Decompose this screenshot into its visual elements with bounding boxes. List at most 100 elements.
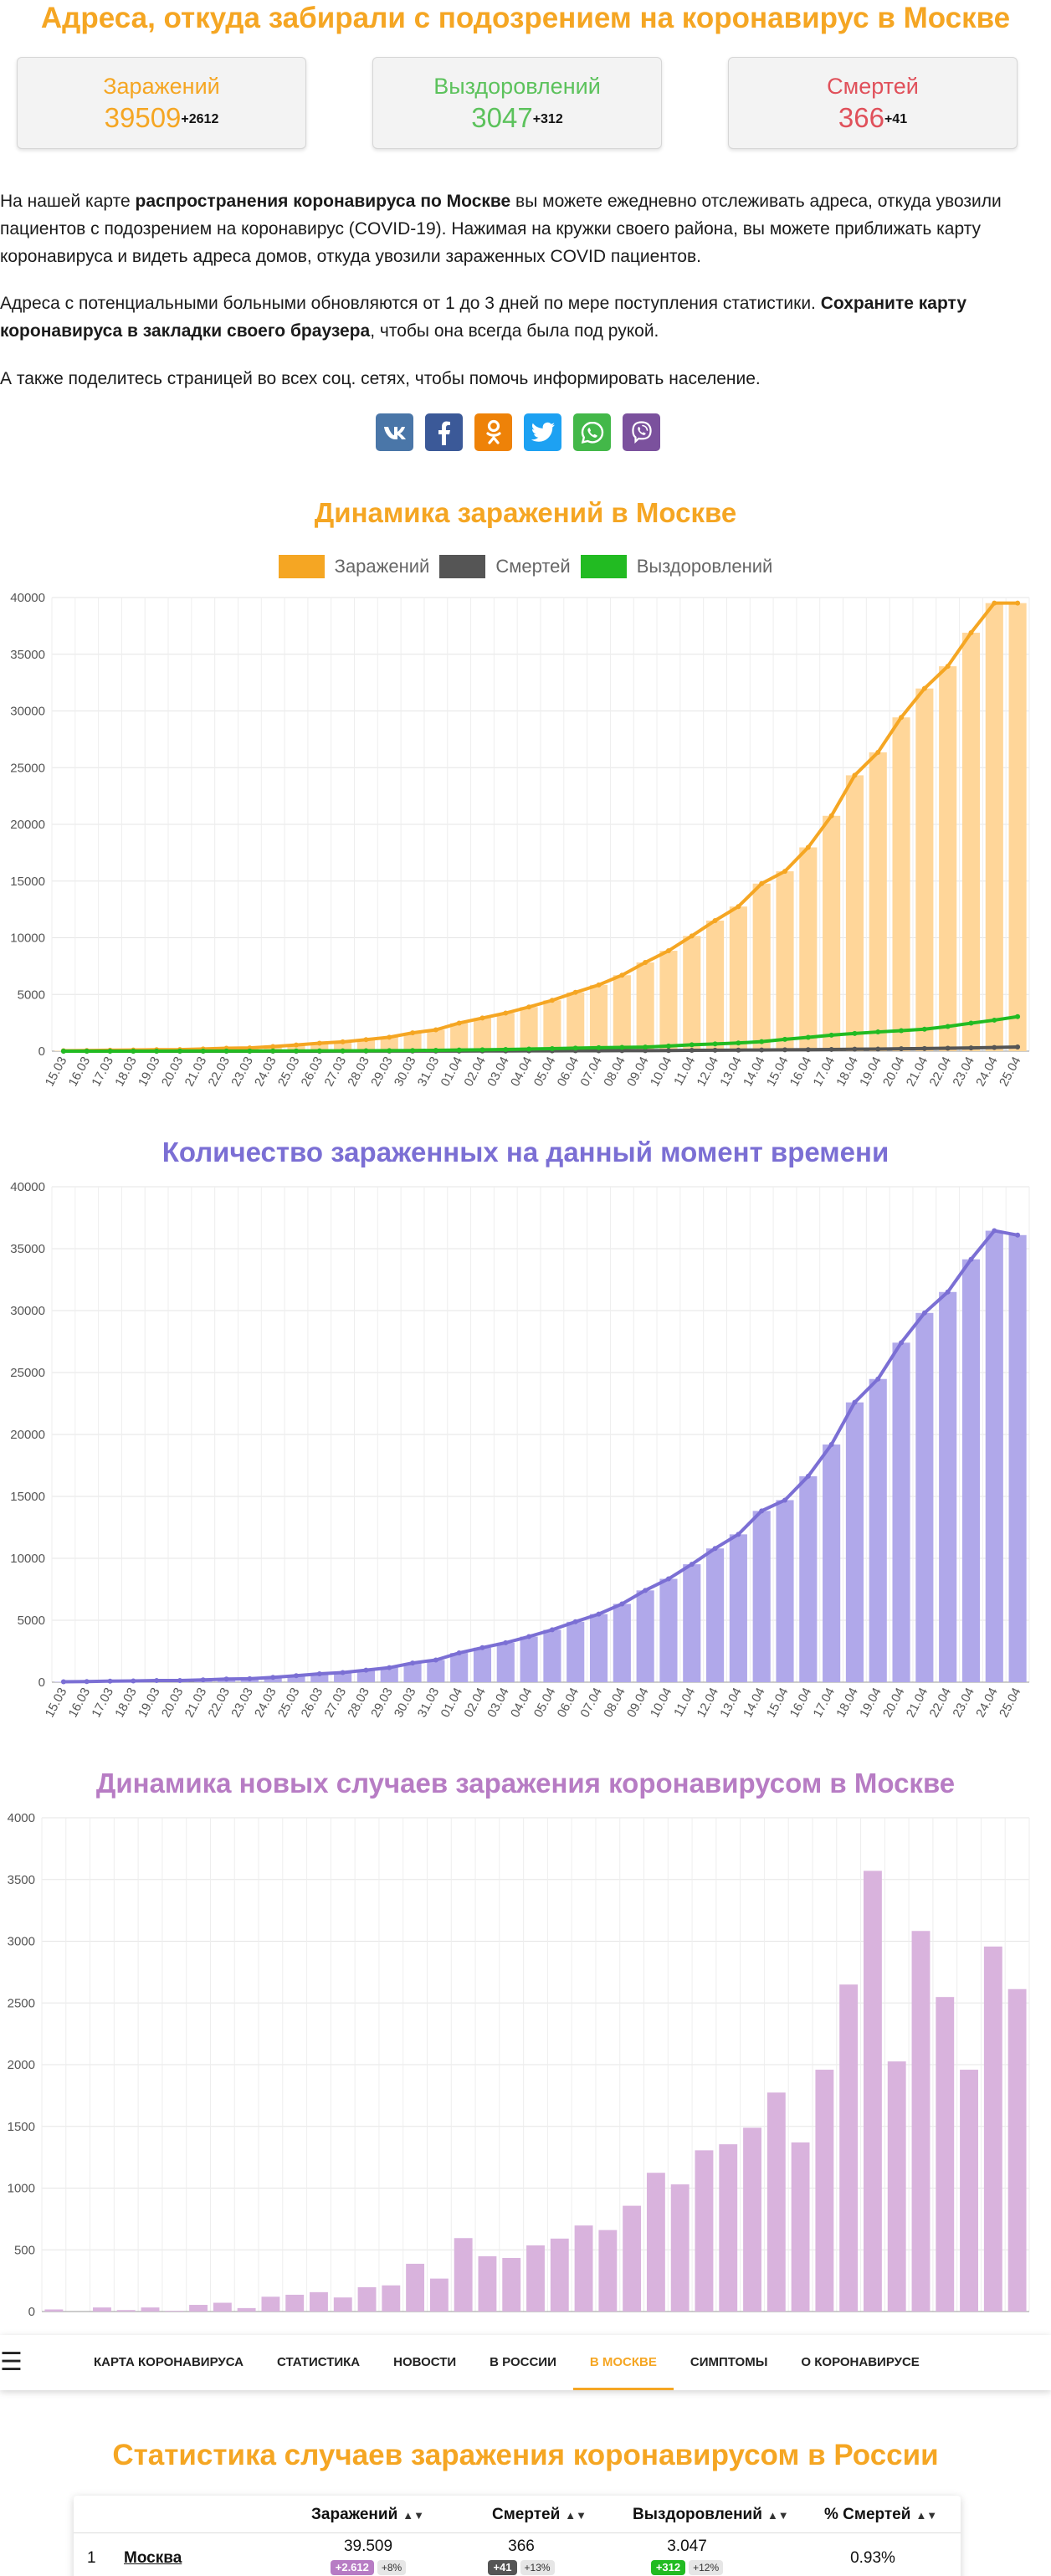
legend-deaths[interactable]: Смертей	[439, 554, 571, 579]
odnoklassniki-share-button[interactable]	[474, 413, 512, 451]
vk-share-button[interactable]	[376, 413, 413, 451]
x-tick-label: 15.03	[43, 1055, 70, 1089]
deaths-point	[759, 1047, 765, 1053]
active-point	[433, 1657, 438, 1663]
infected-line	[63, 601, 1018, 1053]
infected-bar	[356, 1039, 375, 1051]
active-bar	[427, 1660, 445, 1682]
nav-items: КАРТА КОРОНАВИРУСА СТАТИСТИКА НОВОСТИ В РОС…	[77, 2335, 936, 2390]
infected-point	[1015, 600, 1021, 606]
new-cases-bar	[598, 2230, 618, 2312]
header-recovered[interactable]: Выздоровлений ▲▼	[633, 2506, 789, 2524]
infected-bar	[567, 992, 585, 1051]
active-point	[643, 1588, 649, 1593]
active-point	[712, 1546, 718, 1552]
active-bar	[915, 1312, 934, 1682]
x-tick-label: 29.03	[368, 1686, 396, 1720]
menu-icon[interactable]: ☰	[0, 2348, 23, 2376]
x-tick-label: 21.04	[904, 1055, 931, 1089]
infected-value: 39509+2612	[105, 101, 219, 135]
new-cases-bar	[237, 2307, 256, 2312]
viber-share-button[interactable]	[623, 413, 660, 451]
legend-infected[interactable]: Заражений	[278, 554, 429, 579]
table-divider	[74, 2532, 961, 2533]
new-cases-bar	[791, 2142, 810, 2312]
active-point	[294, 1673, 299, 1679]
x-tick-label: 25.04	[997, 1686, 1024, 1720]
sort-icon: ▲▼	[915, 2509, 938, 2522]
infected-point	[828, 813, 834, 818]
infected-point	[316, 1040, 322, 1046]
x-tick-label: 03.04	[484, 1055, 512, 1089]
nav-item[interactable]: В МОСКВЕ	[572, 2335, 674, 2390]
recovered-point	[60, 1049, 66, 1054]
deaths-point	[875, 1046, 881, 1052]
recovered-point	[363, 1048, 369, 1054]
active-point	[340, 1670, 346, 1675]
infected-bar	[823, 815, 841, 1051]
region-link[interactable]: Москва	[124, 2549, 182, 2567]
whatsapp-share-button[interactable]	[573, 413, 611, 451]
recovered-label: Выздоровлений	[433, 74, 601, 99]
active-point	[60, 1679, 66, 1685]
infected-bar	[473, 1018, 492, 1051]
nav-item[interactable]: КАРТА КОРОНАВИРУСА	[94, 2355, 244, 2369]
sort-icon: ▲▼	[402, 2509, 425, 2522]
x-tick-label: 24.04	[973, 1055, 1001, 1089]
y-tick-label: 500	[14, 2243, 35, 2257]
new-cases-bar	[478, 2255, 497, 2312]
header-deaths-label: Смертей	[492, 2506, 561, 2523]
header-death-rate[interactable]: % Смертей ▲▼	[824, 2506, 937, 2524]
active-point	[899, 1340, 905, 1346]
infected-point	[899, 715, 905, 721]
x-tick-label: 23.03	[228, 1686, 256, 1720]
nav-item[interactable]: В РОССИИ	[490, 2355, 556, 2369]
chart1-plot: 0 5000 10000 15000 20000 25000 30000 35000 40000…	[10, 591, 1030, 1089]
y-tick-label: 30000	[10, 1304, 45, 1318]
new-cases-bar	[526, 2245, 545, 2312]
recovered-point	[596, 1044, 602, 1050]
active-bar	[520, 1636, 538, 1682]
recovered-point	[316, 1048, 322, 1054]
new-cases-bar	[116, 2310, 136, 2312]
legend-deaths-label: Смертей	[495, 556, 571, 577]
recovered-point	[992, 1017, 997, 1023]
x-tick-label: 20.04	[880, 1055, 908, 1089]
facebook-share-button[interactable]	[425, 413, 463, 451]
nav-item[interactable]: СТАТИСТИКА	[277, 2355, 361, 2369]
infected-point	[387, 1034, 392, 1040]
active-bar	[496, 1642, 515, 1682]
recovered-delta-badge: +312	[650, 2560, 686, 2575]
twitter-share-button[interactable]	[524, 413, 561, 451]
x-tick-label: 15.03	[43, 1686, 70, 1720]
infected-point	[875, 749, 881, 755]
active-point	[363, 1667, 369, 1673]
new-cases-bar	[623, 2205, 642, 2312]
infected-point	[479, 1015, 485, 1021]
x-tick-label: 04.04	[508, 1686, 536, 1720]
new-cases-bar	[429, 2278, 449, 2312]
infected-point	[968, 630, 974, 636]
nav-item[interactable]: СИМПТОМЫ	[690, 2355, 768, 2369]
x-tick-label: 17.03	[89, 1055, 116, 1089]
deaths-cell: 366 +41 +13%	[467, 2538, 576, 2576]
x-tick-label: 12.04	[694, 1055, 721, 1089]
active-bar	[356, 1670, 375, 1682]
odnoklassniki-icon	[485, 419, 501, 444]
legend-recovered[interactable]: Выздоровлений	[580, 554, 772, 579]
active-point	[572, 1619, 578, 1624]
recovered-value: 3047+312	[471, 101, 562, 135]
main-navbar: ☰ КАРТА КОРОНАВИРУСА СТАТИСТИКА НОВОСТИ В Р…	[0, 2335, 1051, 2390]
nav-item[interactable]: НОВОСТИ	[393, 2355, 457, 2369]
x-tick-label: 26.03	[299, 1055, 326, 1089]
y-tick-label: 0	[28, 2305, 35, 2319]
active-bar	[473, 1647, 492, 1682]
header-deaths[interactable]: Смертей ▲▼	[492, 2506, 587, 2524]
new-cases-bar	[574, 2225, 593, 2312]
infected-point	[619, 972, 625, 978]
nav-item[interactable]: О КОРОНАВИРУСЕ	[801, 2355, 920, 2369]
infected-point	[736, 904, 741, 910]
x-tick-label: 13.04	[717, 1686, 745, 1720]
deaths-point	[736, 1047, 741, 1053]
header-infected[interactable]: Заражений ▲▼	[311, 2506, 424, 2524]
